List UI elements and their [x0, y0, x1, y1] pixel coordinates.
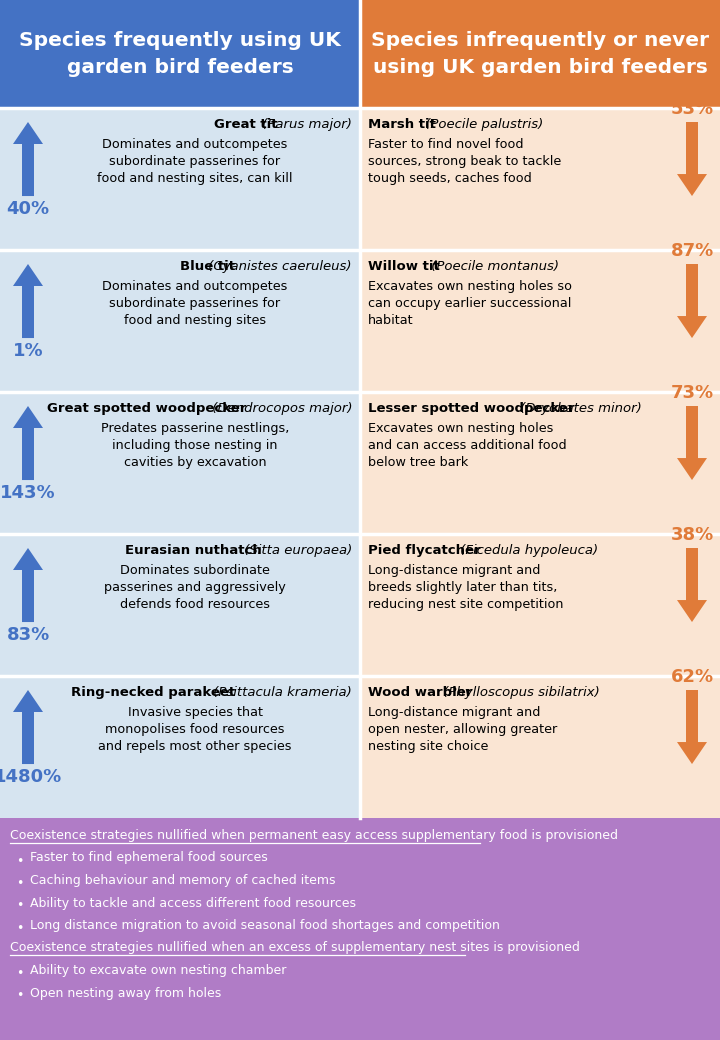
Text: 38%: 38% [670, 526, 714, 544]
Text: Long-distance migrant and
breeds slightly later than tits,
reducing nest site co: Long-distance migrant and breeds slightl… [368, 564, 564, 610]
Text: Long-distance migrant and
open nester, allowing greater
nesting site choice: Long-distance migrant and open nester, a… [368, 706, 557, 753]
Bar [360, 250, 720, 392]
Text: 53%: 53% [670, 100, 714, 118]
Text: •: • [16, 900, 23, 912]
Text: (Sitta europaea): (Sitta europaea) [240, 544, 352, 557]
Bar [0, 108, 360, 250]
Text: 143%: 143% [0, 484, 56, 502]
Bar [0, 534, 360, 676]
Text: Caching behaviour and memory of cached items: Caching behaviour and memory of cached i… [30, 874, 336, 887]
Text: Lesser spotted woodpecker: Lesser spotted woodpecker [368, 402, 575, 415]
Text: Dominates subordinate
passerines and aggressively
defends food resources: Dominates subordinate passerines and agg… [104, 564, 286, 610]
Text: Invasive species that
monopolises food resources
and repels most other species: Invasive species that monopolises food r… [98, 706, 292, 753]
Text: Wood warbler: Wood warbler [368, 686, 472, 699]
Text: Dominates and outcompetes
subordinate passerines for
food and nesting sites, can: Dominates and outcompetes subordinate pa… [97, 138, 293, 185]
Polygon shape [677, 122, 707, 196]
Text: 1%: 1% [13, 342, 43, 360]
Polygon shape [677, 264, 707, 338]
Text: Blue tit: Blue tit [181, 260, 235, 272]
Text: (Poecile palustris): (Poecile palustris) [421, 118, 544, 131]
Text: Species infrequently or never
using UK garden bird feeders: Species infrequently or never using UK g… [371, 31, 709, 77]
Text: Species frequently using UK
garden bird feeders: Species frequently using UK garden bird … [19, 31, 341, 77]
Text: (Poecile montanus): (Poecile montanus) [427, 260, 559, 272]
Text: Dominates and outcompetes
subordinate passerines for
food and nesting sites: Dominates and outcompetes subordinate pa… [102, 280, 288, 327]
Polygon shape [13, 690, 43, 764]
Text: Willow tit: Willow tit [368, 260, 440, 272]
Text: Predates passerine nestlings,
including those nesting in
cavities by excavation: Predates passerine nestlings, including … [101, 422, 289, 469]
Text: (Ficedula hypoleuca): (Ficedula hypoleuca) [456, 544, 598, 557]
Bar [360, 534, 720, 676]
Polygon shape [677, 406, 707, 480]
Text: Ability to excavate own nesting chamber: Ability to excavate own nesting chamber [30, 964, 287, 977]
Text: Excavates own nesting holes
and can access additional food
below tree bark: Excavates own nesting holes and can acce… [368, 422, 567, 469]
Text: Eurasian nuthatch: Eurasian nuthatch [125, 544, 262, 557]
Text: 1480%: 1480% [0, 768, 62, 786]
Bar [360, 108, 720, 250]
Text: Pied flycatcher: Pied flycatcher [368, 544, 481, 557]
Bar [0, 392, 360, 534]
Text: (Parus major): (Parus major) [258, 118, 352, 131]
Bar [360, 0, 720, 108]
Text: Ability to tackle and access different food resources: Ability to tackle and access different f… [30, 896, 356, 910]
Text: •: • [16, 922, 23, 935]
Text: •: • [16, 855, 23, 867]
Polygon shape [13, 264, 43, 338]
Text: Ring-necked parakeet: Ring-necked parakeet [71, 686, 235, 699]
Polygon shape [13, 122, 43, 196]
Polygon shape [677, 548, 707, 622]
Bar [0, 676, 360, 818]
Text: 40%: 40% [6, 200, 50, 218]
Polygon shape [677, 690, 707, 764]
Text: Open nesting away from holes: Open nesting away from holes [30, 987, 221, 999]
Polygon shape [13, 406, 43, 480]
Text: Long distance migration to avoid seasonal food shortages and competition: Long distance migration to avoid seasona… [30, 919, 500, 932]
Text: 73%: 73% [670, 384, 714, 402]
Text: Faster to find ephemeral food sources: Faster to find ephemeral food sources [30, 852, 268, 864]
Text: Great tit: Great tit [215, 118, 278, 131]
Text: •: • [16, 877, 23, 890]
Text: •: • [16, 989, 23, 1003]
Bar [360, 676, 720, 818]
Text: Marsh tit: Marsh tit [368, 118, 436, 131]
Text: Coexistence strategies nullified when permanent easy access supplementary food i: Coexistence strategies nullified when pe… [10, 829, 618, 842]
Text: 62%: 62% [670, 668, 714, 686]
Bar [360, 392, 720, 534]
Text: Faster to find novel food
sources, strong beak to tackle
tough seeds, caches foo: Faster to find novel food sources, stron… [368, 138, 562, 185]
Text: Excavates own nesting holes so
can occupy earlier successional
habitat: Excavates own nesting holes so can occup… [368, 280, 572, 327]
Text: (Cyanistes caeruleus): (Cyanistes caeruleus) [204, 260, 352, 272]
Text: Coexistence strategies nullified when an excess of supplementary nest sites is p: Coexistence strategies nullified when an… [10, 941, 580, 955]
Text: Great spotted woodpecker: Great spotted woodpecker [47, 402, 246, 415]
Bar [0, 250, 360, 392]
Text: •: • [16, 967, 23, 980]
Bar [0, 0, 360, 108]
Text: 87%: 87% [670, 242, 714, 260]
Text: (Dryobates minor): (Dryobates minor) [516, 402, 642, 415]
Polygon shape [13, 548, 43, 622]
Text: 83%: 83% [6, 626, 50, 644]
Text: (Dendrocopos major): (Dendrocopos major) [207, 402, 352, 415]
Text: (Psittacula krameria): (Psittacula krameria) [210, 686, 352, 699]
Text: (Phylloscopus sibilatrix): (Phylloscopus sibilatrix) [438, 686, 600, 699]
Bar [0, 818, 720, 1040]
